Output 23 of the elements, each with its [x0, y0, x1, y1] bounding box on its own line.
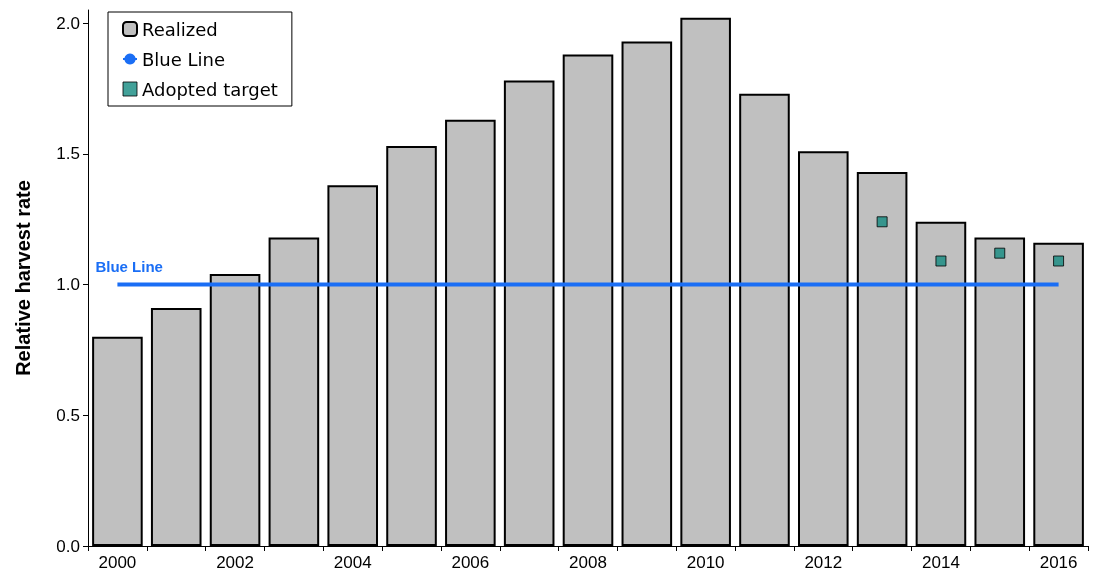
legend-label: Blue Line: [142, 48, 226, 70]
y-tick-label: 0.5: [56, 405, 80, 425]
point: [1053, 255, 1065, 267]
point: [876, 216, 888, 228]
x-tick-label: 2016: [1039, 553, 1078, 572]
x-tick-label: 2012: [804, 553, 843, 572]
annotation: Blue Line: [95, 257, 163, 275]
y-axis-title: Relative harvest rate: [12, 180, 34, 376]
x-tick-label: 2010: [686, 553, 725, 572]
x-tick-label: 2004: [333, 553, 372, 572]
x-tick-label: 2008: [569, 553, 607, 572]
legend-label: Adopted target: [142, 78, 278, 100]
x-tick-label: 2000: [98, 553, 137, 572]
point: [935, 255, 947, 267]
y-tick-label: 2.0: [56, 13, 80, 33]
legend-label: Realized: [142, 18, 218, 40]
y-tick-label: 0.0: [56, 536, 80, 556]
x-tick-label: 2014: [922, 553, 960, 572]
point: [994, 247, 1006, 259]
y-tick-label: 1.0: [56, 275, 80, 295]
x-tick-label: 2006: [451, 553, 490, 572]
x-tick-label: 2002: [216, 553, 254, 572]
y-tick-label: 1.5: [56, 144, 80, 164]
